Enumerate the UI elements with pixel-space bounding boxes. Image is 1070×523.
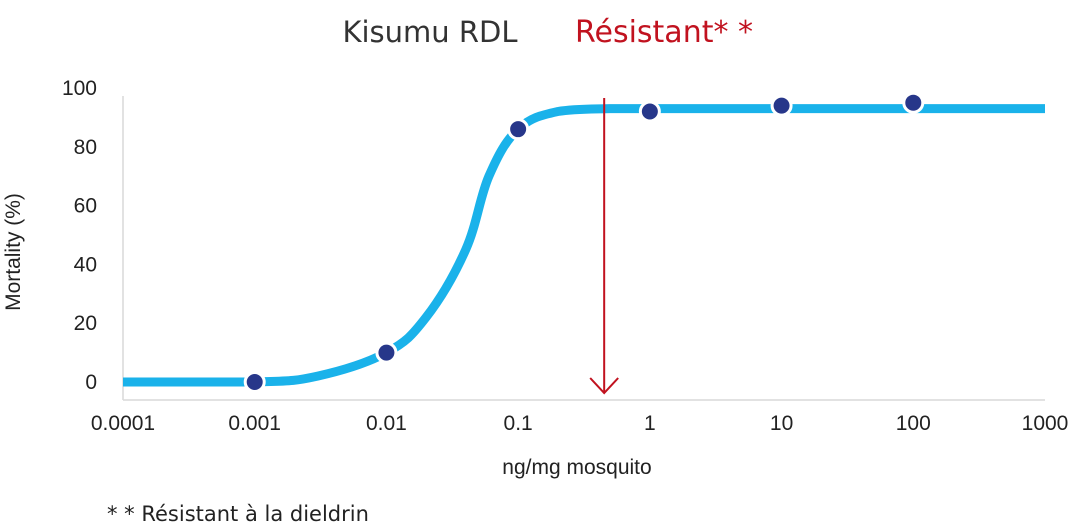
y-tick-label: 100 <box>62 77 97 100</box>
x-tick-label: 0.1 <box>504 412 533 435</box>
data-point <box>507 118 530 141</box>
x-tick-label: 10 <box>770 412 793 435</box>
fitted-curve-line <box>123 104 1045 387</box>
resistant-annotation-title: Résistant* * <box>575 15 753 50</box>
x-tick-labels: 0.0001 0.001 0.01 0.1 1 10 100 1000 <box>91 412 1068 435</box>
x-tick-label: 1 <box>644 412 656 435</box>
x-tick-label: 0.0001 <box>91 412 155 435</box>
x-axis-label: ng/mg mosquito <box>502 456 651 479</box>
x-tick-label: 0.001 <box>228 412 281 435</box>
x-tick-label: 0.01 <box>366 412 407 435</box>
resistance-arrow-layer <box>589 98 619 395</box>
data-point <box>638 100 661 123</box>
data-point <box>375 341 398 364</box>
y-tick-labels: 0 20 40 60 80 100 <box>62 77 97 394</box>
y-tick-label: 60 <box>74 195 97 218</box>
fitted-curve-layer <box>123 104 1045 387</box>
y-tick-label: 20 <box>74 312 97 335</box>
resistance-arrow-head <box>589 377 619 395</box>
footnote: * * Résistant à la dieldrin <box>107 502 369 523</box>
y-tick-label: 40 <box>74 253 97 276</box>
data-point <box>243 371 266 393</box>
data-points-layer <box>243 91 925 393</box>
data-point <box>902 91 925 114</box>
y-tick-label: 80 <box>74 136 97 159</box>
y-axis-label: Mortality (%) <box>2 193 25 311</box>
data-point <box>770 94 793 117</box>
y-tick-label: 0 <box>85 371 97 394</box>
x-tick-label: 1000 <box>1022 412 1069 435</box>
x-tick-label: 100 <box>896 412 931 435</box>
chart-title: Kisumu RDL <box>342 15 517 49</box>
